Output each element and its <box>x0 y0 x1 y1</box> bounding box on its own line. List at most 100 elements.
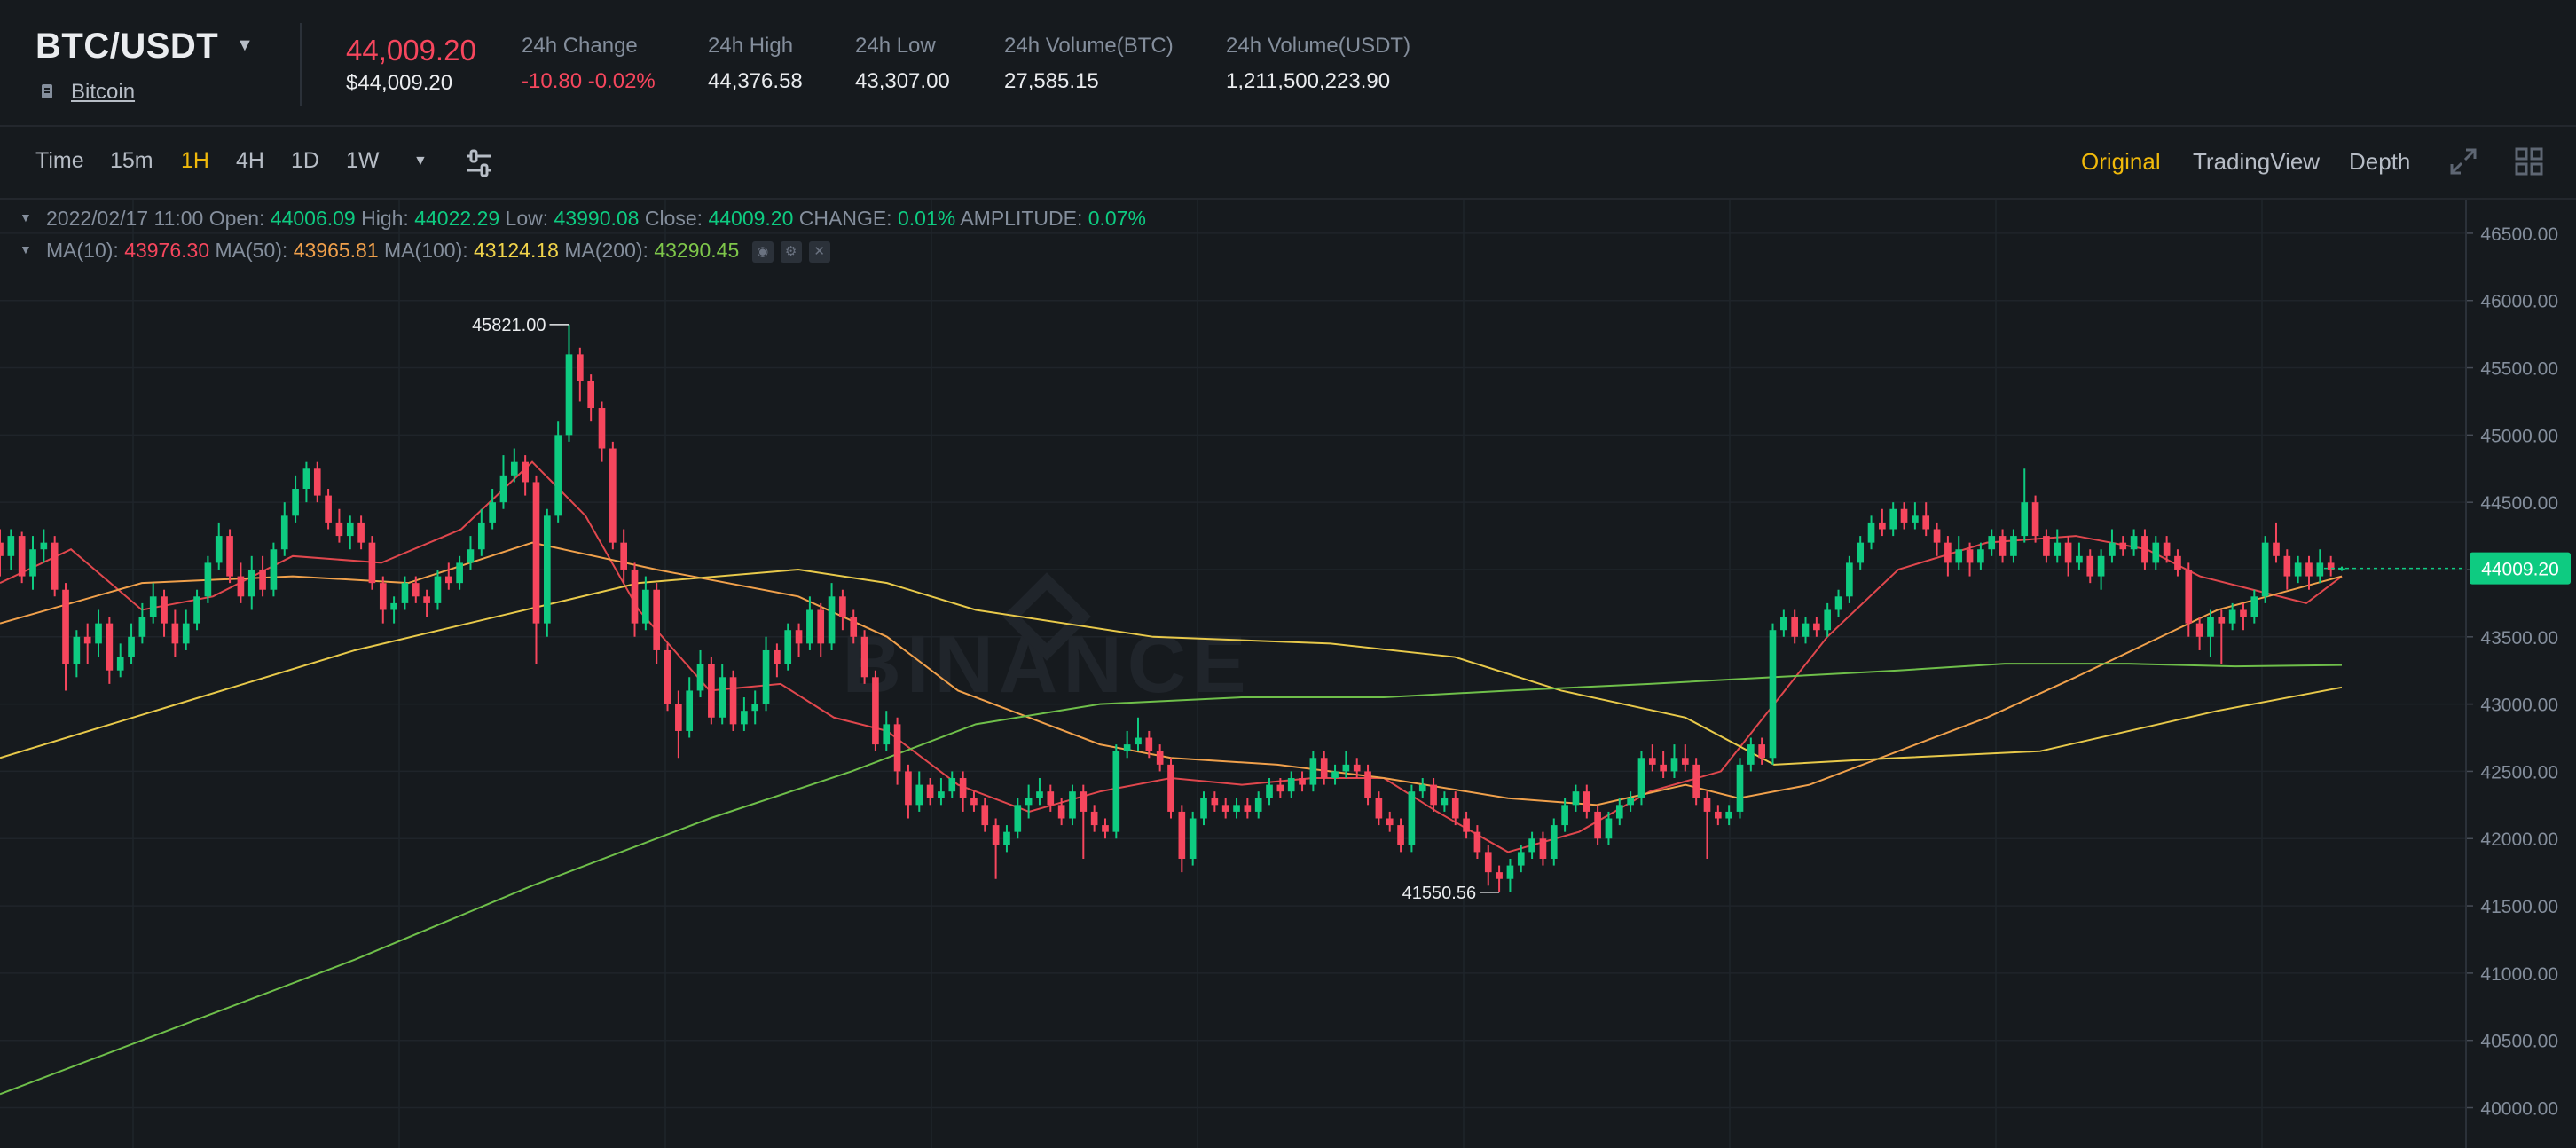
candle-body <box>1484 852 1492 873</box>
layout-grid-icon[interactable] <box>2514 146 2544 177</box>
candle-body <box>2043 536 2050 556</box>
legend-low: 43990.08 <box>554 207 640 230</box>
candle-body <box>1102 825 1109 832</box>
candle-body <box>444 576 452 584</box>
candle-body <box>2316 562 2324 577</box>
candle-body <box>2021 502 2029 537</box>
candle-body <box>1933 529 1941 543</box>
y-tick-label: 42500.00 <box>2480 762 2558 782</box>
candle-body <box>1014 805 1022 832</box>
candle-body <box>1080 791 1088 812</box>
candle-body <box>817 609 825 644</box>
interval-4h[interactable]: 4H <box>236 148 264 173</box>
stat-value: 1,211,500,223.90 <box>1226 69 1391 93</box>
candle-body <box>1627 798 1634 806</box>
candle-body <box>1583 791 1590 812</box>
candle-body <box>992 825 1000 845</box>
legend-low-label: Low: <box>505 207 549 230</box>
candle-body <box>741 711 748 725</box>
candle-body <box>1364 771 1371 798</box>
candle-body <box>313 468 321 496</box>
candle-body <box>1648 758 1656 765</box>
chart-toolbar: Time 15m 1H 4H 1D 1W ▼ Original TradingV… <box>0 127 2576 200</box>
candle-body <box>390 602 397 610</box>
candle-body <box>532 482 540 624</box>
fullscreen-icon[interactable] <box>2448 146 2478 177</box>
candle-body <box>2031 502 2039 537</box>
candle-body <box>828 596 836 644</box>
more-intervals-chevron-icon[interactable]: ▼ <box>413 153 428 169</box>
candle-body <box>1528 838 1535 853</box>
candle-body <box>2141 536 2148 563</box>
candle-body <box>2338 568 2345 570</box>
y-tick-label: 45500.00 <box>2480 359 2558 380</box>
y-tick-label: 41500.00 <box>2480 897 2558 917</box>
stat-24h-volume-btc: 24h Volume(BTC) 27,585.15 <box>1004 34 1174 94</box>
interval-time[interactable]: Time <box>35 148 84 173</box>
candle-body <box>226 536 233 577</box>
candle-body <box>729 677 737 725</box>
legend-ma100-label: MA(100): <box>384 239 468 262</box>
candle-body <box>193 596 200 624</box>
candle-body <box>204 562 212 597</box>
candle-body <box>1057 805 1065 819</box>
candle-body <box>467 549 475 563</box>
hide-indicator-icon[interactable]: ◉ <box>751 240 774 263</box>
interval-1d[interactable]: 1D <box>291 148 319 173</box>
candle-body <box>1758 744 1765 759</box>
interval-15m[interactable]: 15m <box>110 148 153 173</box>
coin-name-link[interactable]: Bitcoin <box>71 80 136 104</box>
chevron-down-icon[interactable]: ▼ <box>236 35 254 55</box>
view-tab-tradingview[interactable]: TradingView <box>2193 148 2321 175</box>
candle-body <box>2152 542 2160 563</box>
view-tab-depth[interactable]: Depth <box>2349 148 2411 175</box>
y-tick-label: 46500.00 <box>2480 224 2558 245</box>
candle-body <box>1747 744 1755 765</box>
pair-name[interactable]: BTC/USDT <box>35 27 219 66</box>
candle-body <box>959 778 967 798</box>
candle-body <box>346 522 354 537</box>
candle-body <box>1353 764 1361 772</box>
candle-body <box>2119 542 2127 550</box>
candle-body <box>2185 569 2193 624</box>
candle-body <box>1791 617 1799 637</box>
candle-body <box>860 636 868 678</box>
current-price-tag <box>2470 552 2571 585</box>
candle-body <box>1922 515 1930 530</box>
candle-body <box>1266 784 1273 798</box>
y-tick-label: 45000.00 <box>2480 426 2558 446</box>
last-price: 44,009.20 <box>346 34 476 67</box>
candle-body <box>2261 542 2269 597</box>
candle-body <box>1857 542 1865 563</box>
candle-body <box>1988 536 1996 550</box>
candle-body <box>893 724 901 772</box>
collapse-caret-icon[interactable]: ▼ <box>20 210 32 224</box>
collapse-caret-icon[interactable]: ▼ <box>20 242 32 256</box>
legend-amplitude: 0.07% <box>1088 207 1146 230</box>
candle-body <box>1254 798 1262 812</box>
candle-body <box>565 354 573 436</box>
candle-body <box>970 798 978 806</box>
candle-body <box>719 677 726 718</box>
high-marker-label: 45821.00 <box>472 316 546 335</box>
interval-1w[interactable]: 1W <box>346 148 380 173</box>
candle-body <box>1299 778 1306 785</box>
pair-selector[interactable]: BTC/USDT ▼ Bitcoin <box>35 27 302 115</box>
close-indicator-icon[interactable]: ✕ <box>808 240 830 263</box>
candle-body <box>587 381 594 409</box>
legend-high-label: High: <box>361 207 409 230</box>
view-tab-original[interactable]: Original <box>2081 148 2161 175</box>
candle-body <box>1189 818 1197 859</box>
interval-1h[interactable]: 1H <box>181 148 209 173</box>
candle-body <box>554 435 562 516</box>
legend-open-label: Open: <box>208 207 265 230</box>
indicator-settings-icon[interactable] <box>465 148 493 178</box>
candle-body <box>1813 623 1820 631</box>
coin-info-icon <box>42 84 52 98</box>
candlestick-chart[interactable]: 46500.00 46000.00 45500.00 45000.00 44500.00… <box>0 200 2576 1148</box>
chart-canvas[interactable]: 46500.00 46000.00 45500.00 45000.00 44500.00… <box>0 200 2576 1148</box>
candle-body <box>598 408 606 449</box>
legend-change: 0.01% <box>897 207 956 230</box>
indicator-settings-gear-icon[interactable]: ⚙ <box>780 240 802 263</box>
candle-body <box>335 522 343 537</box>
